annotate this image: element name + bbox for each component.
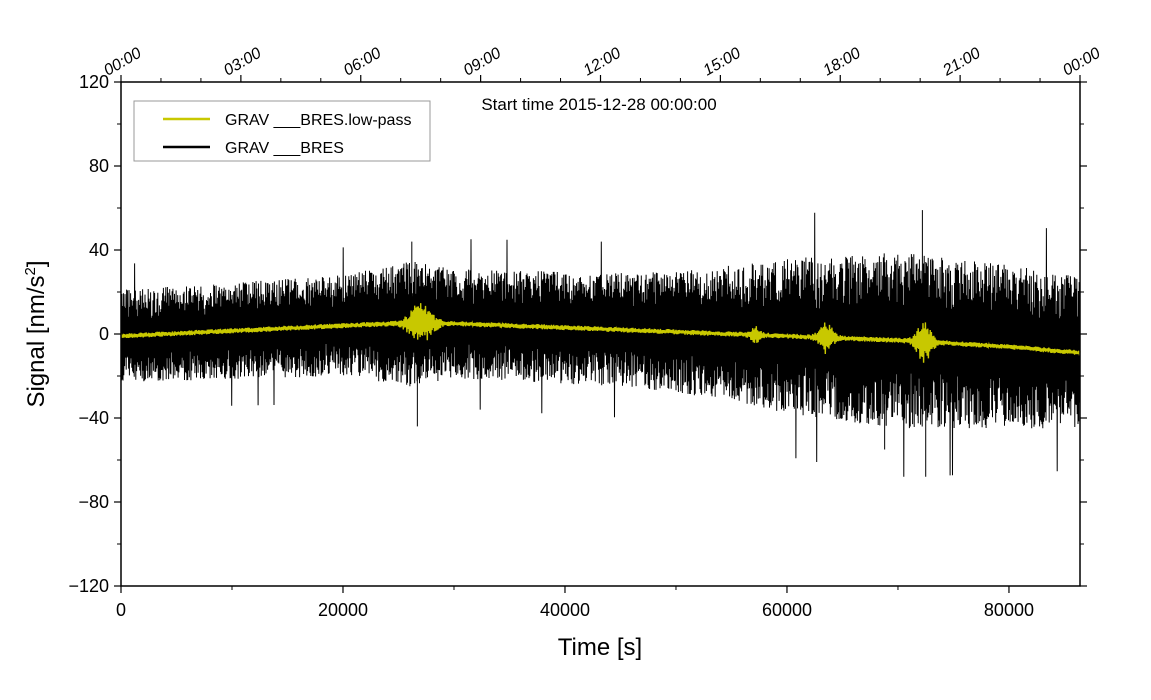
legend-label-raw: GRAV ___BRES xyxy=(225,140,344,157)
series-line-raw xyxy=(120,212,1081,477)
y-tick-label: 40 xyxy=(89,240,109,260)
y-tick-label: 120 xyxy=(79,72,109,92)
x-tick-label: 80000 xyxy=(984,600,1034,620)
legend-box xyxy=(133,100,431,162)
x-tick-label: 20000 xyxy=(318,600,368,620)
y-tick-label: 80 xyxy=(89,156,109,176)
legend-label-low-pass: GRAV ___BRES.low-pass xyxy=(225,112,411,129)
y-axis-title: Signal [nm/s2] xyxy=(22,260,50,407)
start-time-annotation: Start time 2015-12-28 00:00:00 xyxy=(481,95,716,114)
legend: GRAV ___BRES.low-pass GRAV ___BRES xyxy=(133,100,431,162)
plot-area xyxy=(120,210,1081,477)
x-tick-label: 60000 xyxy=(762,600,812,620)
series-line-low-pass xyxy=(120,303,1081,363)
x-tick-label: 0 xyxy=(116,600,126,620)
x-tick-label: 40000 xyxy=(540,600,590,620)
y-tick-label: −80 xyxy=(78,492,109,512)
y-tick-label: 0 xyxy=(99,324,109,344)
y-tick-label: −120 xyxy=(68,576,109,596)
y-tick-label: −40 xyxy=(78,408,109,428)
x-axis-title: Time [s] xyxy=(558,634,642,661)
